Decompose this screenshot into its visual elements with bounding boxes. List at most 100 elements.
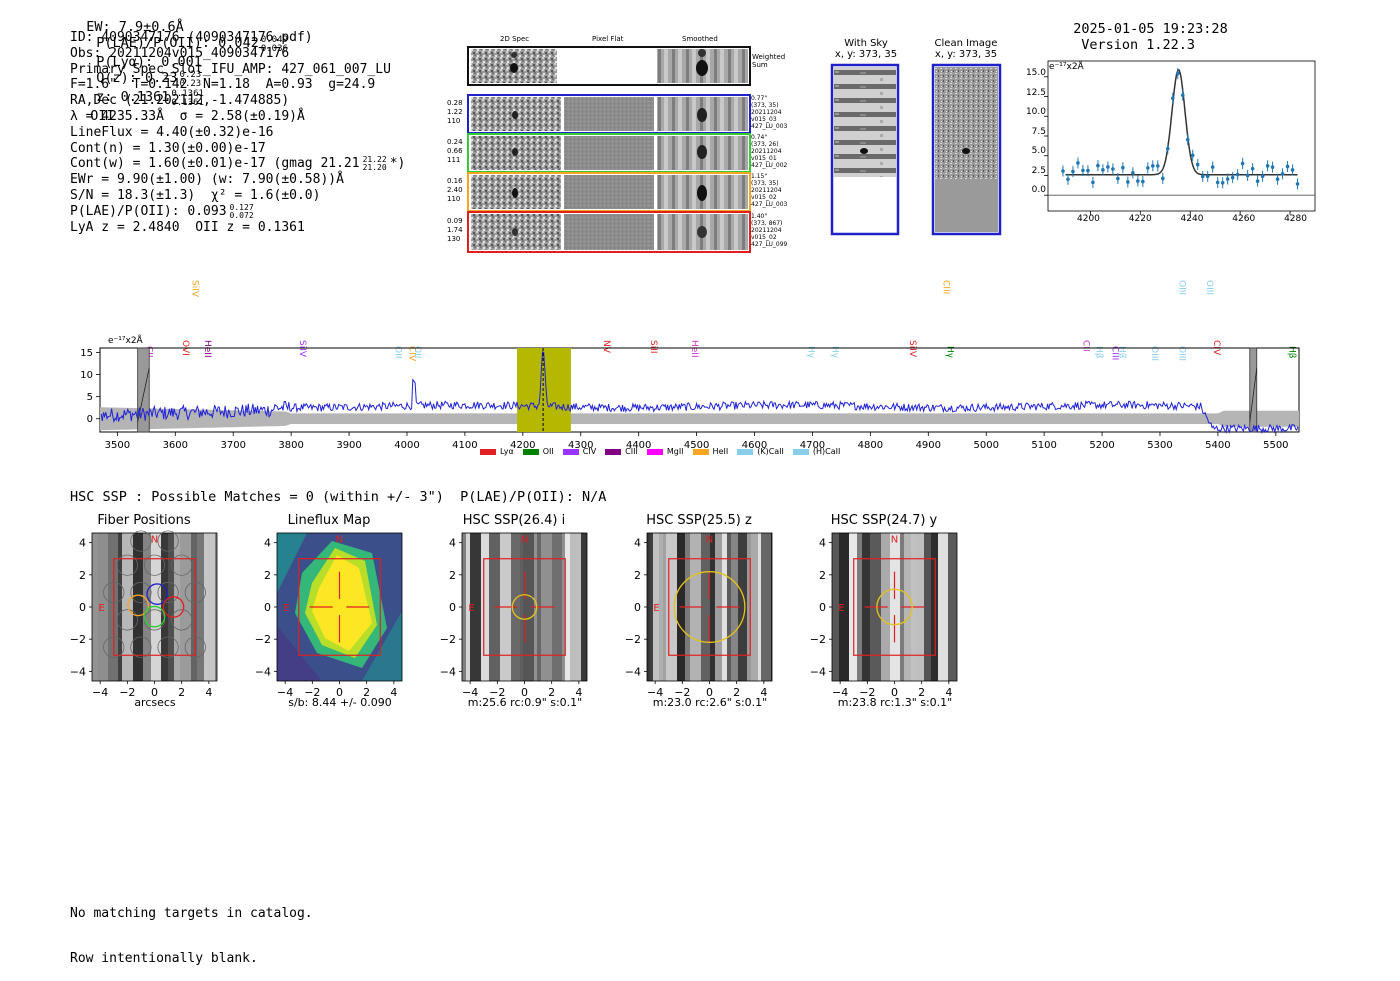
zoom-data-point <box>1111 167 1115 171</box>
hsc-x-tick-label: −2 <box>674 686 690 699</box>
hsc-x-tick-label: −4 <box>832 686 848 699</box>
col-2d-spec: 2D Spec <box>500 35 530 43</box>
clean-title: Clean Image x, y: 373, 35 <box>926 38 1006 60</box>
hsc-y-tick-label: −2 <box>810 633 826 646</box>
zoom-data-point <box>1175 71 1180 76</box>
gmag-lower: 21.20 <box>362 163 387 173</box>
lya-oii-z: LyA z = 2.4840 OII z = 0.1361 <box>70 219 305 235</box>
spectrum-line-label: SiIV <box>907 340 917 358</box>
image-stripe <box>523 533 534 681</box>
image-stripe <box>520 533 523 681</box>
hsc-y-tick-label: 2 <box>264 569 271 582</box>
image-stripe <box>931 533 938 681</box>
image-stripe <box>552 533 562 681</box>
hsc-panel: Lineflux Map N E 4 2 0 −2 −4 −4 −2 0 2 4 s/b: 8.44 +/… <box>255 512 430 712</box>
hsc-x-tick-label: −2 <box>859 686 875 699</box>
spectrum-x-tick-label: 5000 <box>973 440 998 451</box>
spectrum-x-tick-label: 4400 <box>626 440 651 451</box>
lineflux-region <box>277 533 307 593</box>
spectrum-x-tick-label: 5400 <box>1205 440 1230 451</box>
spectrum-y-tick-label: 10 <box>80 370 93 381</box>
lambda-sigma: λ = 4235.33Å σ = 2.58(±0.19)Å <box>70 108 305 124</box>
hsc-panel-title: HSC SSP(26.4) i <box>462 513 566 528</box>
fiber-circle <box>184 581 206 604</box>
row1-right: 0.77" (373, 35) 20211204 v015_03 427_LU_003 <box>751 95 788 130</box>
legend-item: HeII <box>692 447 728 456</box>
zoom-data-point <box>1280 172 1285 176</box>
fiber-row-4 <box>467 211 751 253</box>
lineflux-region <box>277 626 322 681</box>
fiber-circle <box>103 581 125 604</box>
east-marker: E <box>283 603 289 614</box>
north-marker: N <box>336 535 343 546</box>
spectrum-line-label: OIII <box>1177 280 1187 295</box>
row3-left: 0.16 2.40 110 <box>447 177 463 203</box>
fiber-circle <box>130 530 152 552</box>
spectrum-line-label: HeII <box>202 340 212 358</box>
line-fit-chart <box>1044 60 1316 215</box>
spectrum-x-tick-label: 5500 <box>1263 440 1288 451</box>
spectrum-x-tick-label: 4300 <box>568 440 593 451</box>
legend-item: (H)CaII <box>792 447 840 456</box>
hsc-x-tick-label: 2 <box>733 686 740 699</box>
spectrum-line-label: CII <box>1081 340 1091 352</box>
spectrum-line-label: Hβ <box>1287 346 1297 359</box>
hsc-panel: HSC SSP(25.5) z N E 4 2 0 −2 −4 −4 −2 0 2 4 m:23.0 rc… <box>625 512 800 712</box>
zoom-data-point <box>1081 168 1085 173</box>
image-stripe <box>174 533 180 681</box>
spectrum-line-label: CIII <box>1109 346 1119 360</box>
image-stripe <box>462 533 466 681</box>
zoom-data-point <box>1200 174 1205 179</box>
zoom-data-point <box>1151 164 1155 168</box>
fiber-circle <box>130 581 152 604</box>
fiber-circle <box>171 554 193 576</box>
image-stripe <box>161 533 168 681</box>
image-stripe <box>839 533 849 681</box>
plae-value: P(LAE)/P(OII): 0.042 <box>96 35 259 51</box>
hsc-x-tick-label: −4 <box>462 686 478 699</box>
plae2-upper: 0.127 <box>229 202 254 212</box>
spectrum-x-tick-label: 4800 <box>858 440 883 451</box>
hsc-x-tick-label: 4 <box>760 686 767 699</box>
spectrum-mask-hatch <box>1249 367 1258 423</box>
plae2-lower: 0.072 <box>229 210 254 220</box>
ew-rest: EWr = 9.90(±1.00) (w: 7.90(±0.58))Å <box>70 172 344 188</box>
zoom-data-point <box>1235 172 1240 177</box>
spectrum-line-label: SiIV <box>297 340 307 358</box>
ew-value: EW: 7.9±0.6Å <box>86 19 184 35</box>
hsc-y-tick-label: −4 <box>70 665 86 678</box>
spectrum-y-tick-label: 15 <box>80 348 93 359</box>
hsc-x-tick-label: −4 <box>92 686 108 699</box>
spectrum-line-label: OIII <box>1177 346 1187 361</box>
zoom-data-point <box>1195 162 1200 167</box>
image-stripe <box>481 533 489 681</box>
east-marker: E <box>98 603 104 614</box>
hsc-panel-caption: m:23.0 rc:2.6" s:0.1" <box>652 696 768 709</box>
aperture-box <box>113 558 196 656</box>
hsc-y-tick-label: −4 <box>440 665 456 678</box>
hsc-y-tick-label: −2 <box>70 633 86 646</box>
zoom-data-point <box>1126 180 1130 184</box>
fiber-circle <box>184 636 206 658</box>
image-stripe <box>890 533 900 681</box>
fit-params: F=1.6" T=0.142 N=1.18 A=0.93 g=24.9 <box>70 77 376 93</box>
qz-value: Q(z): 0.23 <box>96 70 178 86</box>
hsc-x-tick-label: −4 <box>647 686 663 699</box>
plae-detail: P(LAE)/P(OII): 0.093 0.127 0.072 <box>70 202 405 220</box>
legend-label: Lyα <box>500 447 514 456</box>
spectrum-y-tick-label: 5 <box>87 392 93 403</box>
hsc-y-tick-label: 2 <box>449 569 456 582</box>
spectrum-line-label: HeII <box>689 340 699 358</box>
hsc-y-tick-label: 0 <box>449 601 456 614</box>
spectrum-line-label: CIII <box>940 280 950 294</box>
fiber-circle <box>171 609 193 631</box>
image-stripe <box>663 533 666 681</box>
spectrum-legend: Lyα OII CIV CIII MgII HeII (K)CaII (H)CaII <box>480 447 849 456</box>
image-stripe <box>751 533 758 681</box>
spectrum-line-label: Hβ <box>1116 346 1126 359</box>
row2-left: 0.24 0.66 111 <box>447 138 463 164</box>
zoom-data-point <box>1086 168 1090 173</box>
hsc-panel-title: HSC SSP(24.7) y <box>830 513 938 528</box>
hsc-x-tick-label: 2 <box>548 686 555 699</box>
line-labels: CIISiIVOVIHeIISiIVOIICIVOIINVSiIIHeIIHγH… <box>143 280 1296 362</box>
